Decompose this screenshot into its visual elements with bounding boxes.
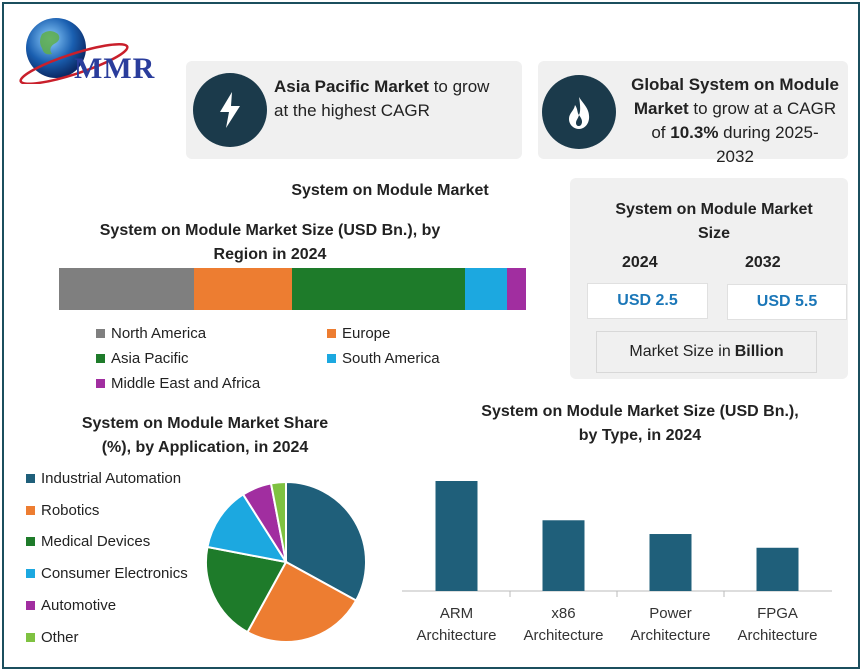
type-bar-chart: ARM Architecture x86 Architecture Power Archi… — [402, 481, 832, 644]
pie-slice-industrial-automation — [285, 480, 367, 602]
x-tick-label: Architecture — [416, 627, 496, 644]
year-2032: 2032 — [745, 254, 781, 271]
bar-fpga-architecture — [756, 547, 799, 591]
bar-power-architecture — [649, 534, 692, 591]
legend-swatch — [26, 505, 35, 515]
legend-south-america: South America — [327, 350, 440, 367]
market-size-title: System on Module Market Size — [615, 201, 813, 242]
legend-label: Industrial Automation — [41, 470, 182, 487]
x-tick-label: Power — [649, 605, 692, 622]
market-size-unit: Market Size in Billion — [596, 331, 817, 373]
pie-legend-item: Consumer Electronics — [26, 565, 188, 582]
x-tick-label: Architecture — [523, 627, 603, 644]
value-2032: USD 5.5 — [727, 284, 847, 320]
region-segment-south-america — [465, 268, 508, 310]
pie-slice-robotics — [246, 560, 358, 643]
region-chart-title: System on Module Market Size (USD Bn.), … — [99, 222, 441, 263]
legend-swatch — [26, 569, 35, 579]
pie-legend-item: Robotics — [26, 502, 99, 519]
pie-legend-item: Automotive — [26, 597, 116, 614]
legend-middle-east: Middle East and Africa — [96, 375, 260, 392]
bar-x86-architecture — [542, 520, 585, 591]
application-pie-chart — [205, 480, 367, 643]
pie-legend-item: Industrial Automation — [26, 470, 181, 487]
legend-swatch — [26, 537, 35, 547]
mmr-logo: MMR — [14, 14, 184, 85]
pie-slice-consumer-electronics — [206, 493, 289, 564]
region-segment-asia-pacific — [292, 268, 466, 310]
legend-north-america: North America — [96, 325, 206, 342]
bar-arm-architecture — [435, 481, 478, 591]
pie-legend-item: Other — [26, 629, 79, 646]
cagr-card: Global System on Module Market to grow a… — [538, 61, 848, 166]
type-chart-title: System on Module Market Size (USD Bn.), b… — [481, 403, 799, 444]
region-segment-europe — [194, 268, 293, 310]
legend-label: Robotics — [41, 501, 100, 519]
application-chart-title: System on Module Market Share (%), by App… — [81, 415, 329, 456]
flame-icon — [542, 75, 616, 149]
region-segment-middle-east-and-africa — [507, 268, 526, 310]
x-tick-label: FPGA — [757, 605, 798, 622]
cagr-text: Global System on Module Market to grow a… — [631, 75, 839, 166]
x-tick-label: Architecture — [737, 627, 817, 644]
main-title: System on Module Market — [291, 182, 489, 199]
legend-swatch — [26, 474, 35, 483]
globe-icon — [19, 18, 129, 85]
asia-pacific-text: Asia Pacific Market to grow at the highe… — [274, 77, 490, 120]
value-2024: USD 2.5 — [587, 283, 708, 319]
legend-label: Other — [41, 628, 79, 646]
logo-text: MMR — [74, 52, 156, 85]
legend-europe: Europe — [327, 325, 390, 342]
pie-slice-medical-devices — [205, 545, 288, 634]
asia-pacific-card: Asia Pacific Market to grow at the highe… — [186, 61, 522, 159]
legend-swatch — [26, 632, 35, 642]
pie-slice-other — [269, 480, 287, 563]
region-segment-north-america — [59, 268, 195, 310]
x-tick-label: x86 — [551, 605, 575, 622]
year-2024: 2024 — [622, 254, 658, 271]
legend-asia-pacific: Asia Pacific — [96, 350, 189, 367]
x-tick-label: ARM — [440, 605, 473, 622]
lightning-icon — [193, 73, 267, 147]
legend-label: Consumer Electronics — [41, 565, 188, 583]
x-tick-label: Architecture — [630, 627, 710, 644]
legend-label: Medical Devices — [41, 533, 151, 551]
legend-swatch — [26, 600, 35, 610]
legend-label: Automotive — [41, 596, 117, 614]
region-stacked-bar — [59, 268, 526, 310]
pie-legend-item: Medical Devices — [26, 533, 150, 550]
